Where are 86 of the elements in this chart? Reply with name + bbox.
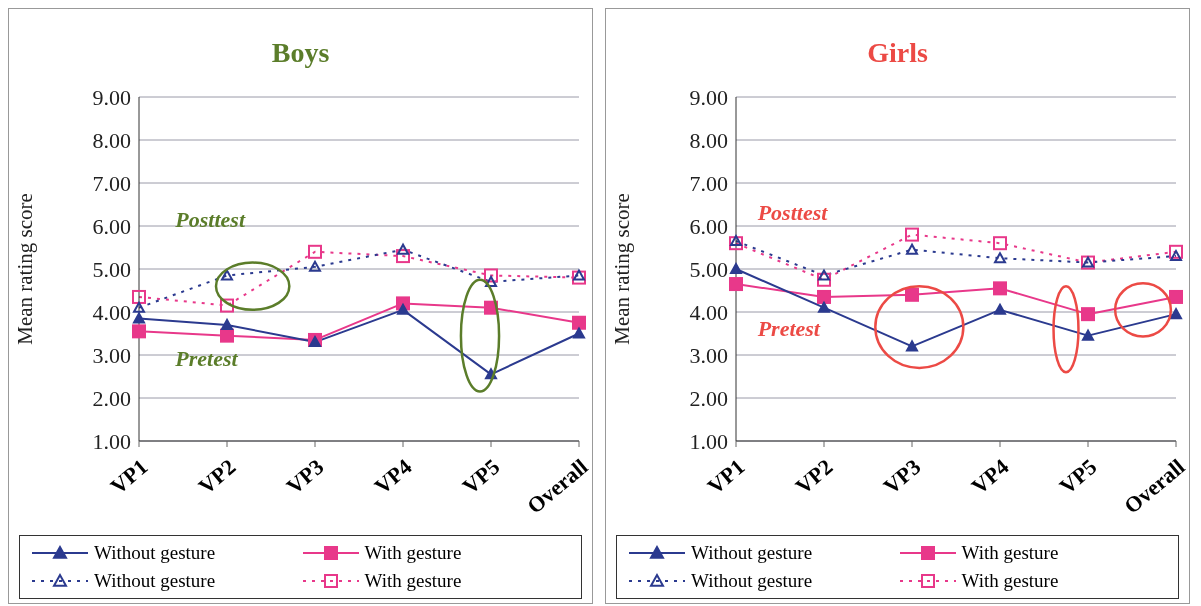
point	[484, 268, 498, 283]
chart-title: Boys	[270, 36, 331, 70]
point	[730, 263, 742, 274]
annotation: Posttest	[756, 200, 829, 226]
y-tick-label: 1.00	[92, 428, 131, 454]
y-axis-title: Mean rating score	[610, 193, 635, 345]
point	[993, 236, 1007, 251]
point	[397, 243, 409, 255]
point	[572, 270, 586, 285]
legend-label: With gesture	[364, 570, 462, 592]
x-tick-label: VP4	[966, 453, 1014, 500]
point	[818, 301, 830, 313]
point	[817, 289, 831, 304]
point	[573, 269, 585, 281]
y-tick-label: 3.00	[92, 342, 131, 368]
point	[994, 303, 1006, 315]
point	[1169, 289, 1183, 304]
point	[1082, 329, 1094, 341]
point	[220, 328, 234, 343]
x-tick-label: VP1	[702, 453, 750, 500]
legend-label: Without gesture	[94, 542, 216, 564]
annotation: Pretest	[174, 346, 239, 372]
point	[905, 287, 919, 302]
y-tick-label: 9.00	[92, 84, 131, 110]
point	[993, 281, 1007, 296]
legend-label: With gesture	[961, 570, 1059, 592]
y-tick-label: 5.00	[689, 256, 728, 282]
point	[221, 269, 233, 281]
point	[221, 318, 233, 330]
y-tick-label: 6.00	[689, 213, 728, 239]
point	[1081, 307, 1095, 322]
point	[133, 301, 145, 313]
point	[220, 298, 234, 313]
point	[396, 249, 410, 264]
x-tick-label: VP2	[193, 453, 241, 500]
y-tick-label: 8.00	[689, 127, 728, 153]
y-tick-label: 6.00	[92, 213, 131, 239]
x-tick-label: VP5	[1054, 453, 1102, 500]
point	[132, 289, 146, 304]
legend-label: Without gesture	[691, 570, 813, 592]
y-tick-label: 2.00	[92, 385, 131, 411]
x-tick-label: VP2	[790, 453, 838, 500]
point	[485, 275, 497, 287]
point	[573, 327, 585, 339]
y-axis-title: Mean rating score	[13, 193, 38, 345]
x-tick-label: VP3	[281, 453, 329, 500]
y-tick-label: 7.00	[92, 170, 131, 196]
chart-title: Girls	[866, 36, 929, 70]
point	[729, 236, 743, 251]
point	[906, 340, 918, 352]
y-tick-label: 4.00	[92, 299, 131, 325]
point	[133, 312, 145, 324]
y-tick-label: 4.00	[689, 299, 728, 325]
point	[1170, 250, 1182, 262]
y-tick-label: 9.00	[689, 84, 728, 110]
x-tick-label: VP3	[878, 453, 926, 500]
point	[730, 235, 742, 247]
x-tick-label: VP1	[105, 453, 153, 500]
legend-label: Without gesture	[691, 542, 813, 564]
point	[572, 315, 586, 330]
y-tick-label: 3.00	[689, 342, 728, 368]
point	[1169, 244, 1183, 259]
point	[906, 243, 918, 255]
point	[817, 272, 831, 287]
point	[818, 269, 830, 281]
legend-label: Without gesture	[94, 570, 216, 592]
point	[309, 260, 321, 272]
point	[132, 324, 146, 339]
point	[309, 336, 321, 348]
point	[397, 303, 409, 315]
y-tick-label: 7.00	[689, 170, 728, 196]
annotation: Posttest	[174, 206, 246, 232]
annotation: Pretest	[756, 316, 821, 342]
point	[729, 277, 743, 292]
x-tick-label: VP5	[457, 453, 505, 500]
point	[308, 244, 322, 259]
point	[1170, 308, 1182, 320]
point	[994, 252, 1006, 264]
x-tick-label: VP4	[369, 453, 417, 500]
y-tick-label: 8.00	[92, 127, 131, 153]
point	[905, 227, 919, 242]
y-tick-label: 2.00	[689, 385, 728, 411]
legend-label: With gesture	[364, 542, 462, 564]
y-tick-label: 5.00	[92, 256, 131, 282]
y-tick-label: 1.00	[689, 428, 728, 454]
legend-label: With gesture	[961, 542, 1059, 564]
